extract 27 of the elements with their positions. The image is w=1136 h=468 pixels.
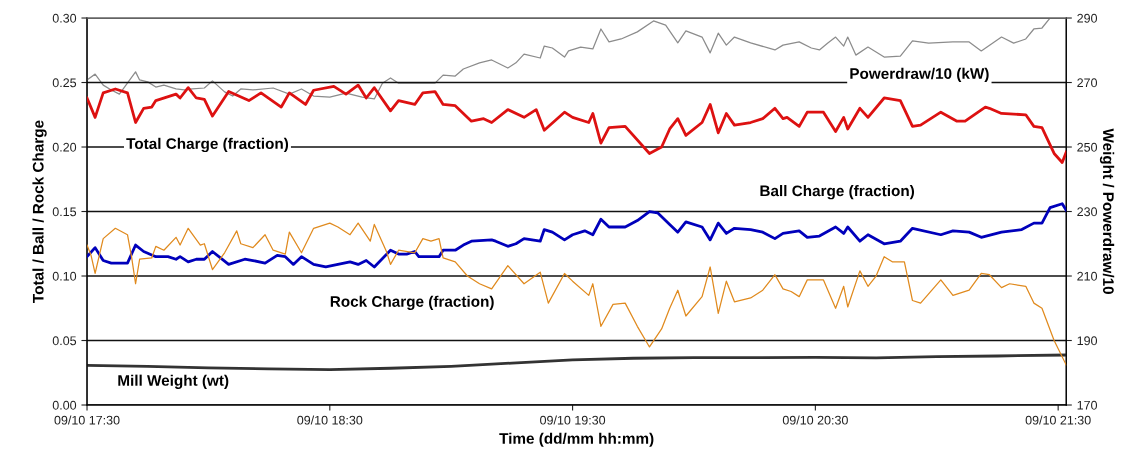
x-tick-label: 09/10 18:30 (297, 415, 363, 425)
series-label: Total Charge (fraction) (126, 137, 289, 153)
series-label: Powerdraw/10 (kW) (850, 67, 989, 83)
y2-tick-label: 250 (1077, 142, 1098, 152)
y-tick-label: 0.10 (52, 271, 77, 281)
y-tick-label: 0.25 (52, 78, 77, 88)
y2-tick-label: 190 (1077, 336, 1098, 346)
y-tick-label: 0.20 (52, 142, 77, 152)
x-tick-label: 09/10 21:30 (1025, 415, 1091, 425)
y-tick-label: 0.15 (52, 207, 77, 217)
y2-tick-label: 210 (1077, 271, 1098, 281)
series-label: Ball Charge (fraction) (760, 185, 915, 200)
y2-tick-label: 290 (1077, 13, 1098, 23)
y2-tick-label: 230 (1077, 207, 1098, 217)
y2-tick-label: 170 (1077, 400, 1098, 410)
y-tick-label: 0.30 (52, 13, 77, 23)
series-label: Mill Weight (wt) (118, 374, 229, 389)
y2-tick-label: 270 (1077, 78, 1098, 88)
y2-axis-title: Weight / Powerdraw/10 (1099, 128, 1115, 294)
x-tick-label: 09/10 17:30 (54, 415, 120, 425)
y-axis-title: Total / Ball / Rock Charge (32, 120, 47, 303)
y-tick-label: 0.05 (52, 336, 77, 346)
series-label: Rock Charge (fraction) (330, 295, 494, 310)
x-tick-label: 09/10 19:30 (540, 415, 606, 425)
y-tick-label: 0.00 (52, 400, 77, 410)
x-tick-label: 09/10 20:30 (782, 415, 848, 425)
x-axis-title: Time (dd/mm hh:mm) (499, 432, 654, 447)
